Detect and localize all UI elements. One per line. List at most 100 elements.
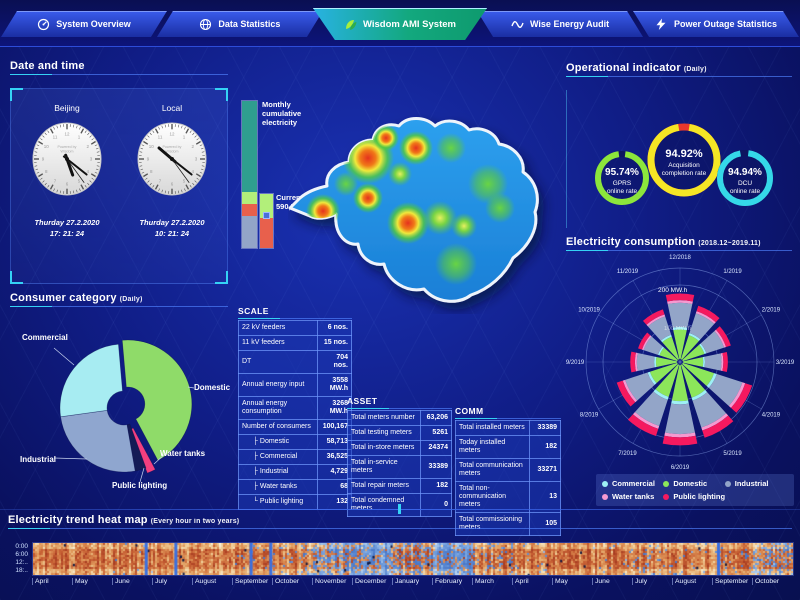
- rose-sector-7-2019[interactable]: [627, 364, 680, 436]
- comm-table: Total installed meters 33389 Today install…: [455, 420, 561, 536]
- svg-text:7: 7: [54, 178, 57, 183]
- consumption-subtitle: (2018.12~2019.11): [698, 240, 761, 247]
- legend-dot: [663, 493, 670, 500]
- heatmap-month-label: June: [112, 578, 152, 585]
- row-value: 33271: [528, 458, 561, 482]
- rose-sector-12-2018[interactable]: [665, 293, 695, 360]
- row-value: 33389: [419, 455, 453, 479]
- rose-sector-11-2019[interactable]: [642, 309, 680, 360]
- svg-text:12: 12: [169, 131, 175, 136]
- row-label: Annual energy consumption: [237, 396, 319, 420]
- scale-table: 22 kV feeders 6 nos. 11 kV feeders 15 nos. D…: [237, 320, 352, 510]
- tab-wise-energy-audit[interactable]: Wise Energy Audit: [477, 11, 643, 37]
- row-label: Total non-communication meters: [455, 481, 530, 513]
- row-label: ├ Water tanks: [237, 479, 319, 495]
- heatmap-month-label: January: [392, 578, 432, 585]
- clock-datetime-text: Thurday 27.2.2020 17: 21: 24: [34, 218, 100, 238]
- row-label: Total in-store meters: [347, 440, 421, 456]
- row-label: ├ Industrial: [237, 464, 319, 480]
- row-value: 15 nos.: [317, 335, 352, 351]
- heatmap-month-label: May: [552, 578, 592, 585]
- scale-header: SCALE: [238, 306, 352, 319]
- consumer-category-title: Consumer category: [10, 292, 117, 304]
- rose-sector-1-2019[interactable]: [680, 305, 720, 360]
- rose-sector-5-2019[interactable]: [680, 364, 734, 438]
- heatmap-title: Electricity trend heat map: [8, 514, 148, 526]
- rose-sector-2-2019[interactable]: [682, 326, 731, 362]
- heatmap-canvas[interactable]: [32, 542, 794, 576]
- rose-sector-6-2019[interactable]: [662, 364, 698, 446]
- corner-bracket: [215, 271, 228, 284]
- donut-segment-industrial[interactable]: [60, 409, 136, 473]
- legend-dot: [602, 480, 608, 487]
- donut-leader-line: [187, 386, 195, 389]
- heatmap-month-label: December: [352, 578, 392, 585]
- heatmap-month-label: March: [472, 578, 512, 585]
- current-load-marker: [263, 212, 270, 219]
- consumption-rose-chart: 12/2018 1/2019 2/2019 3/2019 4/2019 5/2019 6/2…: [566, 255, 794, 471]
- donut-segment-domestic[interactable]: [121, 339, 193, 461]
- row-value: 132: [317, 494, 352, 510]
- heatmap-month-label: April: [32, 578, 72, 585]
- heatmap-month-label: August: [192, 578, 232, 585]
- nav-tabs: System Overview Data Statistics Wisdom AMI…: [6, 11, 794, 41]
- tab-power-outage-statistics[interactable]: Power Outage Statistics: [633, 11, 799, 37]
- svg-text:12: 12: [64, 131, 70, 136]
- rose-sector-10-2019[interactable]: [638, 332, 678, 362]
- table-row: Total condemned meters0: [347, 493, 453, 517]
- row-label: └ Public lighting: [237, 494, 319, 510]
- tab-system-overview[interactable]: System Overview: [1, 11, 167, 37]
- svg-text:11: 11: [158, 135, 163, 140]
- consumer-category-subtitle: (Daily): [119, 296, 143, 303]
- donut-leader-line: [53, 457, 88, 460]
- corner-bracket: [10, 271, 23, 284]
- table-row: Total non-communication meters 13: [455, 481, 561, 513]
- operational-header: Operational indicator (Daily): [566, 62, 792, 77]
- heatmap-month-label: July: [632, 578, 672, 585]
- row-label: Total commissioning meters: [455, 512, 530, 536]
- header-underline: [10, 74, 228, 75]
- row-value: 24374: [419, 440, 453, 456]
- rose-sector-9-2019[interactable]: [630, 351, 678, 373]
- svg-text:10: 10: [149, 144, 155, 149]
- bar-segment-blue-gray: [242, 215, 257, 249]
- table-row: ├ Domestic 58,713: [237, 434, 352, 450]
- rose-tick-200: 200 MW.h: [658, 287, 688, 294]
- svg-text:8: 8: [45, 169, 48, 174]
- rose-sector-3-2019[interactable]: [682, 352, 728, 372]
- row-value: 36,525: [317, 449, 352, 465]
- donut-label: Commercial: [22, 333, 68, 342]
- heatmap-month-label: February: [432, 578, 472, 585]
- row-value: 182: [528, 435, 561, 459]
- rose-sector-8-2019[interactable]: [616, 362, 678, 407]
- rose-sector-4-2019[interactable]: [682, 362, 753, 413]
- rose-month-label: 8/2019: [580, 413, 599, 419]
- legend-item-domestic: Domestic: [663, 477, 724, 490]
- consumer-category-donut-chart: Commercial Domestic Industrial Water tanks P…: [20, 333, 231, 490]
- row-value: 704 nos.: [317, 350, 352, 374]
- row-label: 22 kV feeders: [237, 320, 319, 336]
- rose-month-label: 5/2019: [723, 451, 742, 457]
- donut-segment-commercial[interactable]: [59, 343, 123, 418]
- donut-label: Public lighting: [112, 481, 167, 490]
- row-value: 100,167: [317, 419, 352, 435]
- tab-wisdom-ami-system[interactable]: Wisdom AMI System: [313, 8, 487, 40]
- row-label: ├ Domestic: [237, 434, 319, 450]
- svg-text:4: 4: [192, 169, 195, 174]
- bar-segment-red: [242, 203, 257, 216]
- rose-month-label: 6/2019: [671, 465, 690, 471]
- lightning-icon: [655, 18, 668, 31]
- wave-icon: [511, 18, 524, 31]
- tab-data-statistics[interactable]: Data Statistics: [157, 11, 323, 37]
- header-underline: [566, 250, 792, 251]
- table-row: ├ Water tanks 68: [237, 479, 352, 495]
- gauge-label: GPRS online rate: [607, 180, 638, 195]
- donut-leader-line: [53, 347, 75, 366]
- gauge-label: DCU online rate: [730, 180, 761, 195]
- gauge-value: 94.94%: [728, 167, 762, 178]
- heatmap-y-label: 6:00: [15, 551, 28, 558]
- heatmap-month-label: October: [752, 578, 792, 585]
- table-row: 11 kV feeders 15 nos.: [237, 335, 352, 351]
